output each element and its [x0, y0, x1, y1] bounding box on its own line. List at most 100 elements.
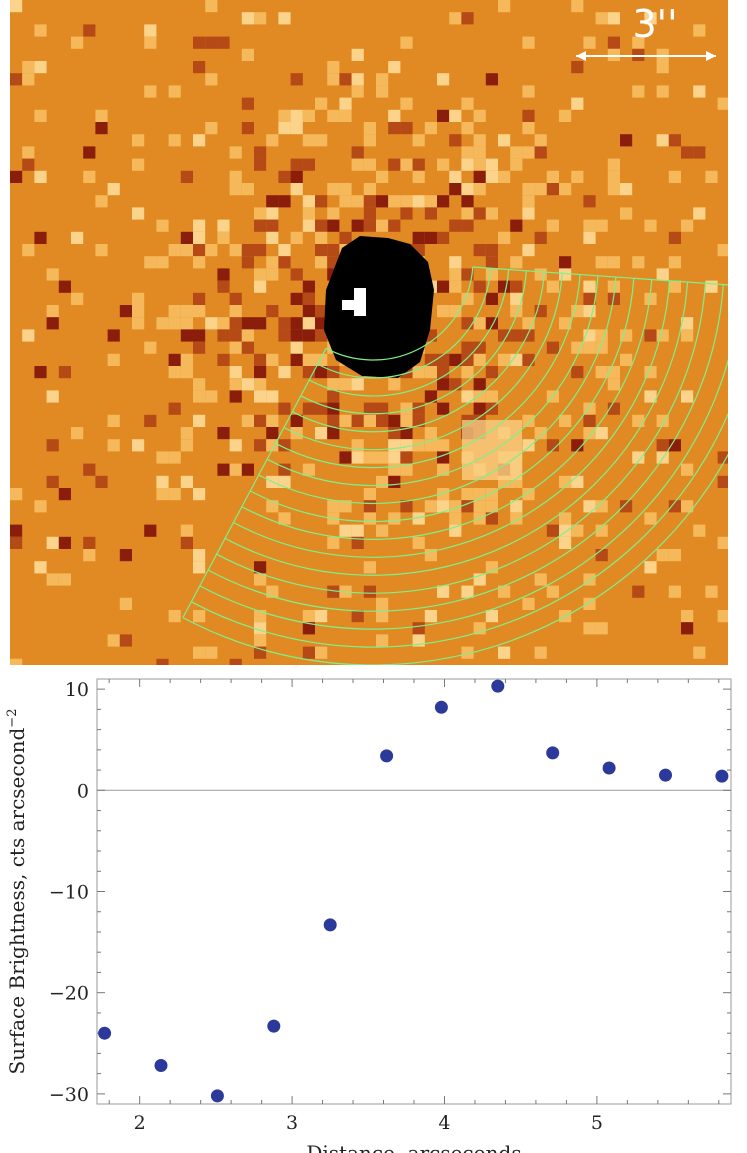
image-pixel	[449, 183, 462, 196]
bright-knot	[462, 420, 522, 480]
image-pixel	[217, 280, 230, 293]
image-pixel	[302, 402, 315, 415]
image-pixel	[412, 366, 425, 379]
image-pixel	[559, 512, 572, 525]
image-pixel	[534, 231, 547, 244]
image-pixel	[193, 390, 206, 403]
image-pixel	[363, 414, 376, 427]
image-pixel	[351, 146, 364, 159]
image-pixel	[351, 158, 364, 171]
image-pixel	[376, 402, 389, 415]
image-pixel	[510, 292, 523, 305]
image-pixel	[193, 646, 206, 659]
image-pixel	[437, 488, 450, 501]
image-pixel	[412, 622, 425, 635]
image-pixel	[327, 207, 340, 220]
surface-brightness-plot: 2 3 4 5 −30 −20 −10 0 10 Distance, arcseconds S…	[0, 665, 747, 1153]
y-tick-label: 10	[65, 679, 89, 701]
image-pixel	[485, 73, 498, 86]
image-pixel	[132, 305, 145, 318]
image-pixel	[95, 475, 108, 488]
image-pixel	[376, 475, 389, 488]
image-pixel	[583, 219, 596, 232]
image-pixel	[266, 256, 279, 269]
image-pixel	[717, 451, 728, 464]
image-pixel	[595, 500, 608, 513]
image-pixel	[571, 61, 584, 74]
image-pixel	[546, 439, 559, 452]
image-pixel	[449, 378, 462, 391]
image-pixel	[34, 366, 47, 379]
annulus-arc	[249, 278, 635, 523]
image-pixel	[193, 414, 206, 427]
image-pixel	[315, 195, 328, 208]
image-pixel	[412, 231, 425, 244]
image-pixel	[595, 549, 608, 562]
image-pixel	[266, 439, 279, 452]
image-pixel	[290, 170, 303, 183]
image-pixel	[705, 170, 718, 183]
image-pixel	[498, 170, 511, 183]
image-pixel	[485, 268, 498, 281]
residual-image: 3''	[10, 0, 728, 665]
image-pixel	[424, 427, 437, 440]
image-pixel	[656, 329, 669, 342]
annulus-arc	[308, 269, 510, 397]
image-pixel	[571, 524, 584, 537]
image-pixel	[400, 402, 413, 415]
image-pixel	[168, 134, 181, 147]
image-pixel	[498, 0, 511, 13]
image-pixel	[315, 219, 328, 232]
data-point	[98, 1026, 112, 1040]
image-pixel	[449, 219, 462, 232]
image-pixel	[449, 305, 462, 318]
image-pixel	[302, 463, 315, 476]
image-pixel	[376, 634, 389, 647]
image-pixel	[315, 231, 328, 244]
image-pixel	[229, 366, 242, 379]
image-pixel	[302, 646, 315, 659]
image-pixel	[266, 414, 279, 427]
image-pixel	[485, 366, 498, 379]
image-pixel	[10, 488, 23, 501]
image-pixel	[473, 183, 486, 196]
image-pixel	[437, 231, 450, 244]
image-pixel	[339, 524, 352, 537]
image-pixel	[327, 183, 340, 196]
image-pixel	[327, 378, 340, 391]
image-pixel	[424, 195, 437, 208]
image-pixel	[132, 317, 145, 330]
image-pixel	[388, 475, 401, 488]
image-pixel	[327, 500, 340, 513]
image-pixel	[449, 280, 462, 293]
image-pixel	[229, 463, 242, 476]
image-pixel	[595, 622, 608, 635]
image-pixel	[254, 268, 267, 281]
image-pixel	[34, 61, 47, 74]
image-pixel	[461, 207, 474, 220]
image-pixel	[363, 183, 376, 196]
image-pixel	[522, 414, 535, 427]
image-pixel	[290, 73, 303, 86]
image-pixel	[34, 231, 47, 244]
image-pixel	[363, 512, 376, 525]
image-pixel	[583, 195, 596, 208]
annulus-arc	[258, 276, 617, 505]
image-pixel	[424, 122, 437, 135]
image-pixel	[266, 195, 279, 208]
image-pixel	[559, 268, 572, 281]
annulus-arc	[283, 273, 563, 451]
image-pixel	[107, 439, 120, 452]
image-pixel	[522, 183, 535, 196]
image-pixel	[34, 109, 47, 122]
image-pixel	[449, 12, 462, 25]
image-pixel	[241, 463, 254, 476]
image-pixel	[400, 439, 413, 452]
image-pixel	[376, 195, 389, 208]
image-pixel	[681, 610, 694, 623]
image-pixel	[473, 402, 486, 415]
image-pixel	[156, 658, 169, 665]
image-pixel	[315, 317, 328, 330]
image-pixel	[461, 97, 474, 110]
image-pixel	[632, 414, 645, 427]
